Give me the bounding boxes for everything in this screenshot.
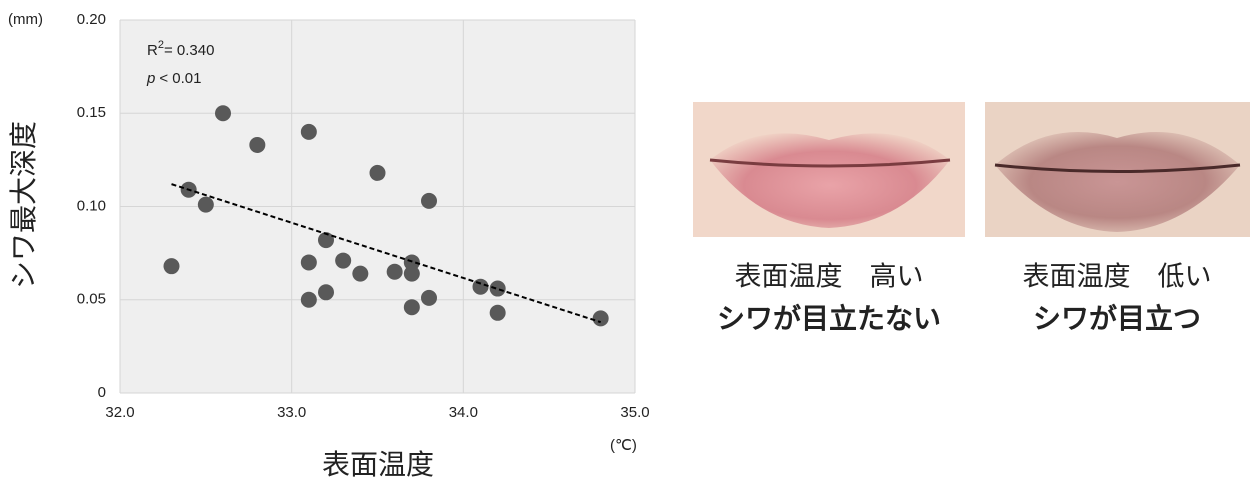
x-axis-label: 表面温度 (322, 448, 434, 481)
r2-annotation: R2= 0.340 (147, 39, 214, 59)
point (421, 289, 437, 306)
point (472, 278, 489, 295)
panel-label: シワが目立つ (1033, 302, 1201, 335)
point (369, 164, 386, 181)
r-base: R (147, 42, 158, 59)
lips (995, 132, 1240, 232)
lip-line (994, 163, 1241, 173)
point (592, 310, 609, 327)
photo-low (985, 102, 1250, 237)
r-sup: 2 (158, 39, 164, 51)
point (163, 258, 180, 275)
point (403, 265, 420, 282)
point (352, 265, 369, 282)
y-axis-label: シワ最大深度 (7, 121, 40, 289)
x-tick-label: 33.0 (277, 404, 306, 421)
point (300, 123, 317, 140)
p-annotation: p < 0.01 (146, 70, 201, 87)
y-tick-label: 0.15 (77, 104, 106, 121)
y-unit: (mm) (8, 11, 43, 28)
point (421, 192, 437, 209)
point (249, 136, 266, 153)
x-tick-label: 34.0 (449, 404, 478, 421)
r-value: = 0.340 (164, 42, 214, 59)
point (215, 105, 231, 122)
x-tick-label: 32.0 (105, 404, 134, 421)
x-tick-label: 35.0 (620, 404, 649, 421)
x-unit: (℃) (610, 437, 637, 454)
trendline (171, 183, 601, 324)
point (386, 263, 403, 280)
point (300, 291, 317, 308)
lip-line (709, 158, 951, 168)
p-var: p (146, 70, 155, 87)
panel-label: シワが目立たない (717, 302, 941, 335)
panel-caption: 表面温度 高い (735, 262, 924, 293)
lips (710, 133, 950, 228)
point (489, 280, 506, 297)
photo-high (693, 102, 965, 237)
y-tick-label: 0.10 (77, 197, 106, 214)
marks (163, 105, 609, 327)
point (197, 196, 214, 213)
point (300, 254, 317, 271)
point (318, 284, 334, 301)
y-tick-label: 0.05 (77, 291, 106, 308)
point (318, 232, 334, 249)
point (403, 299, 420, 316)
p-value: < 0.01 (159, 70, 201, 87)
panel-caption: 表面温度 低い (1023, 262, 1212, 293)
point (489, 304, 506, 321)
point (335, 252, 352, 269)
y-tick-label: 0.20 (77, 11, 106, 28)
y-tick-label: 0 (98, 384, 106, 401)
